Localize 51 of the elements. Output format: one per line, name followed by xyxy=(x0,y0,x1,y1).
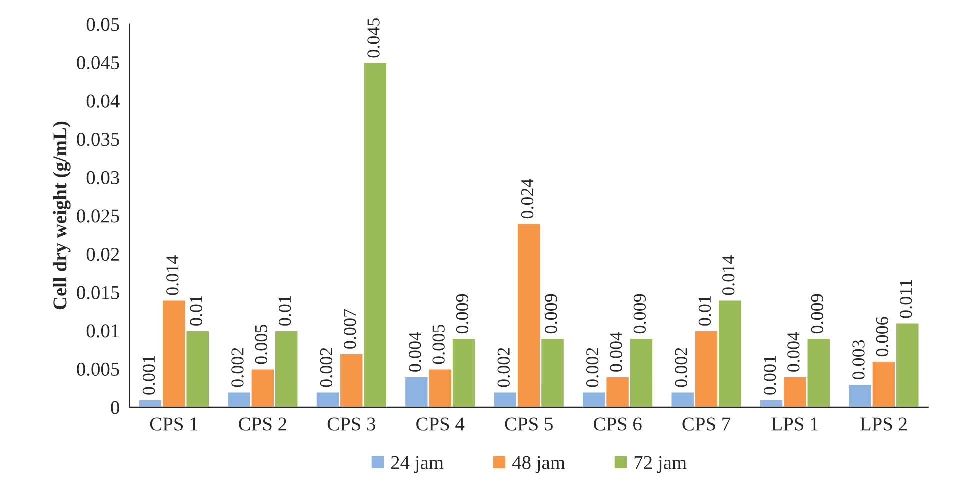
data-label: 0.009 xyxy=(634,294,646,334)
x-tick-label: CPS 2 xyxy=(239,418,286,431)
y-tick-label: 0.005 xyxy=(77,362,120,376)
y-tick-label: 0.05 xyxy=(86,18,120,32)
data-label: 0.009 xyxy=(545,294,558,334)
data-label: 0.014 xyxy=(166,256,179,296)
legend-label: 24 jam xyxy=(391,456,444,474)
x-tick-label: CPS 1 xyxy=(150,418,198,431)
data-label: 0.01 xyxy=(278,296,292,326)
x-tick-label: CPS 5 xyxy=(505,418,553,431)
y-tick-label: 0.015 xyxy=(77,286,120,300)
data-label: 0.014 xyxy=(722,256,735,296)
legend-label: 48 jam xyxy=(512,456,566,474)
x-tick-label: CPS 6 xyxy=(594,418,642,431)
data-label: 0.002 xyxy=(232,348,244,388)
y-axis-title: Cell dry weight (g/mL) xyxy=(53,122,71,310)
data-label: 0.003 xyxy=(852,340,865,380)
data-label: 0.01 xyxy=(698,296,712,326)
data-label: 0.002 xyxy=(675,348,688,388)
x-tick-label: CPS 7 xyxy=(682,418,731,431)
y-tick-label: 0.02 xyxy=(86,248,120,262)
legend-label: 72 jam xyxy=(634,456,687,474)
x-tick-label: CPS 4 xyxy=(416,418,465,431)
y-tick-label: 0.035 xyxy=(77,133,120,146)
data-label: 0.001 xyxy=(142,356,156,395)
data-label: 0.004 xyxy=(409,332,422,372)
x-tick-label: LPS 1 xyxy=(772,418,818,431)
y-tick-label: 0.045 xyxy=(77,56,120,70)
data-label: 0.007 xyxy=(344,309,356,349)
y-tick-label: 0.03 xyxy=(86,171,120,185)
y-tick-label: 0 xyxy=(111,401,120,414)
data-label: 0.009 xyxy=(811,294,824,334)
data-label: 0.002 xyxy=(320,348,333,388)
data-label: 0.001 xyxy=(764,356,776,395)
y-tick-label: 0.04 xyxy=(86,94,120,108)
data-label: 0.045 xyxy=(368,18,380,58)
x-tick-label: LPS 2 xyxy=(860,418,907,431)
y-tick-label: 0.01 xyxy=(86,324,119,338)
data-label: 0.002 xyxy=(586,348,599,388)
data-label: 0.005 xyxy=(255,325,268,364)
data-label: 0.024 xyxy=(521,178,534,219)
x-tick-label: CPS 3 xyxy=(328,418,376,431)
y-tick-label: 0.025 xyxy=(77,210,120,223)
data-label: 0.01 xyxy=(190,296,202,326)
data-label: 0.011 xyxy=(900,280,912,318)
data-label: 0.009 xyxy=(456,294,469,334)
data-label: 0.006 xyxy=(876,317,889,357)
data-label: 0.005 xyxy=(432,325,445,364)
data-label: 0.004 xyxy=(788,332,800,372)
data-label: 0.004 xyxy=(610,332,622,372)
data-label: 0.002 xyxy=(498,348,510,388)
